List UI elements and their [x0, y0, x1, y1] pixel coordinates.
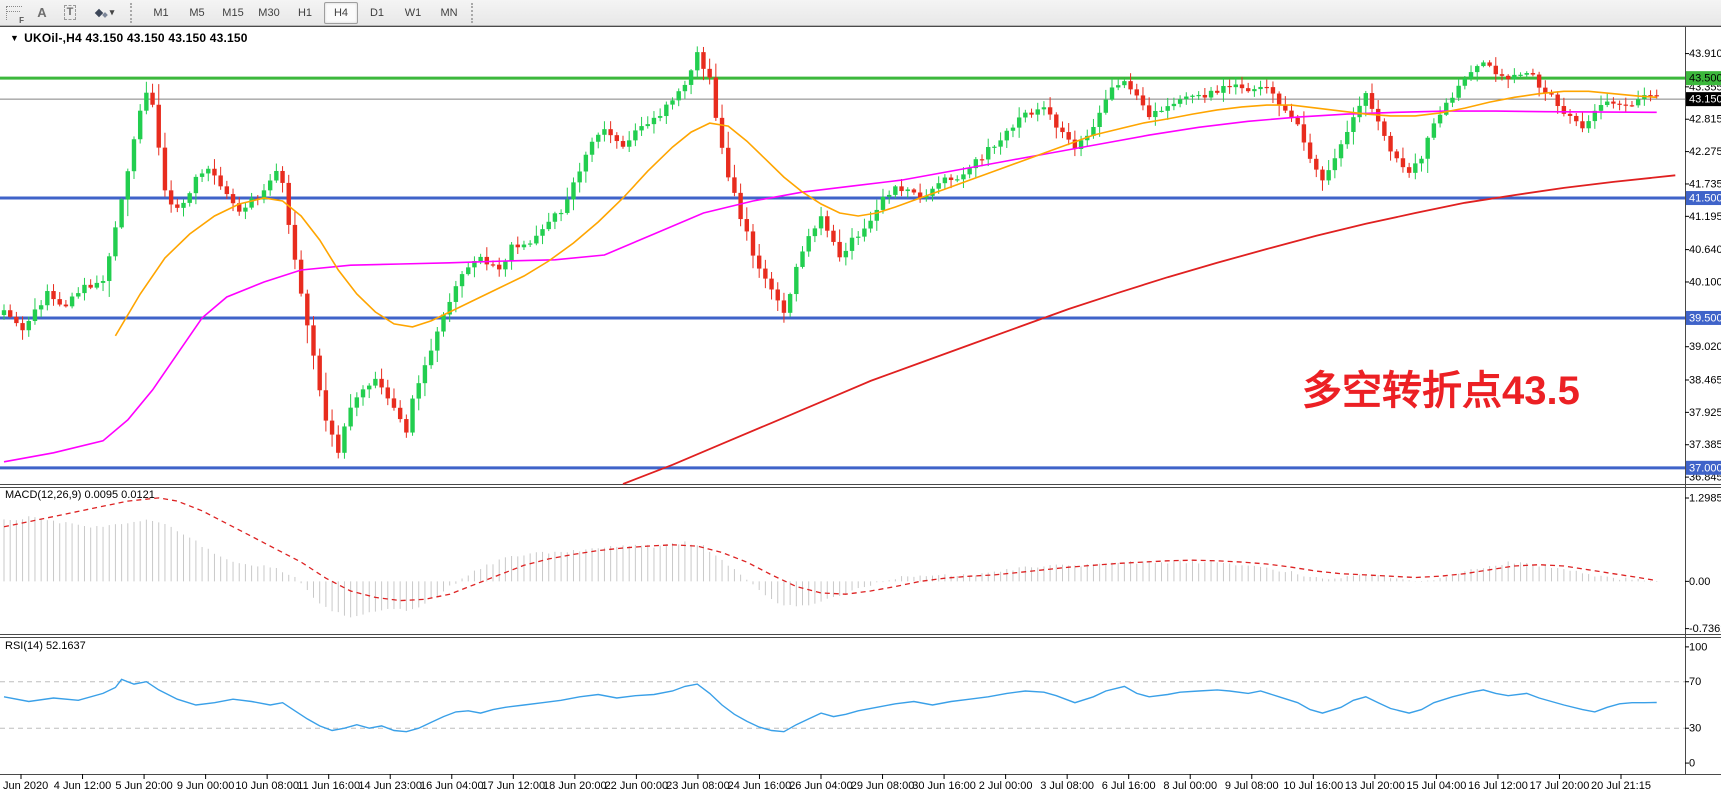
price-scale[interactable]: 43.91043.35542.81542.27541.73541.19540.6… [1685, 48, 1721, 770]
svg-text:0.00: 0.00 [1689, 576, 1710, 588]
text-tool-button[interactable]: A [29, 2, 55, 24]
svg-text:24 Jun 16:00: 24 Jun 16:00 [728, 780, 792, 792]
timeframe-button-w1[interactable]: W1 [404, 6, 422, 19]
svg-text:37.925: 37.925 [1689, 407, 1721, 419]
chart-text-annotation[interactable]: 多空转折点43.5 [1302, 369, 1580, 413]
svg-text:70: 70 [1689, 676, 1701, 688]
svg-text:26 Jun 04:00: 26 Jun 04:00 [789, 780, 853, 792]
ma-fast-orange-line [114, 90, 1657, 337]
svg-text:43.500: 43.500 [1689, 73, 1721, 85]
svg-text:4 Jun 12:00: 4 Jun 12:00 [54, 780, 112, 792]
svg-text:17 Jul 20:00: 17 Jul 20:00 [1529, 780, 1589, 792]
svg-text:41.195: 41.195 [1689, 211, 1721, 223]
ma-slow-red-line [622, 174, 1676, 485]
svg-text:8 Jul 00:00: 8 Jul 00:00 [1163, 780, 1217, 792]
svg-text:16 Jun 04:00: 16 Jun 04:00 [420, 780, 484, 792]
time-scale[interactable]: 3 Jun 2020 4 Jun 12:005 Jun 20:00 9 Jun 00… [0, 774, 1651, 792]
fibonacci-icon [6, 5, 24, 25]
svg-text:15 Jul 04:00: 15 Jul 04:00 [1406, 780, 1466, 792]
svg-text:3 Jun 2020: 3 Jun 2020 [0, 780, 48, 792]
svg-text:41.500: 41.500 [1689, 193, 1721, 205]
rsi-line [3, 678, 1657, 733]
svg-text:14 Jun 23:00: 14 Jun 23:00 [358, 780, 422, 792]
svg-text:42.275: 42.275 [1689, 146, 1721, 158]
panel-frames [0, 26, 1721, 775]
svg-text:41.735: 41.735 [1689, 178, 1721, 190]
timeframe-button-m5[interactable]: M5 [189, 6, 205, 19]
candlestick-layer [1, 46, 1659, 459]
price-level-badge [1686, 310, 1721, 325]
svg-text:-0.7362: -0.7362 [1689, 623, 1721, 635]
svg-text:9 Jun 00:00: 9 Jun 00:00 [177, 780, 235, 792]
svg-text:40.100: 40.100 [1689, 276, 1721, 288]
svg-text:37.000: 37.000 [1689, 462, 1721, 474]
svg-text:43.910: 43.910 [1689, 48, 1721, 60]
macd-indicator-label: MACD(12,26,9) 0.0095 0.0121 [5, 489, 155, 501]
timeframe-button-m1[interactable]: M1 [153, 6, 169, 19]
svg-text:39.500: 39.500 [1689, 312, 1721, 324]
svg-text:22 Jun 00:00: 22 Jun 00:00 [605, 780, 669, 792]
price-level-badge [1686, 71, 1721, 86]
chevron-down-icon: ▾ [109, 7, 115, 17]
fibonacci-tool-button[interactable] [1, 2, 27, 25]
svg-text:29 Jun 08:00: 29 Jun 08:00 [851, 780, 915, 792]
svg-text:16 Jul 12:00: 16 Jul 12:00 [1468, 780, 1528, 792]
svg-text:37.385: 37.385 [1689, 439, 1721, 451]
svg-text:30: 30 [1689, 723, 1701, 735]
svg-text:30 Jun 16:00: 30 Jun 16:00 [912, 780, 976, 792]
svg-text:9 Jul 08:00: 9 Jul 08:00 [1225, 780, 1279, 792]
svg-text:1.2985: 1.2985 [1689, 493, 1721, 505]
collapse-triangle-icon[interactable]: ▼ [10, 33, 20, 43]
svg-text:3 Jul 08:00: 3 Jul 08:00 [1040, 780, 1094, 792]
svg-text:40.640: 40.640 [1689, 244, 1721, 256]
svg-text:10 Jun 08:00: 10 Jun 08:00 [235, 780, 299, 792]
horizontal-level-lines [0, 76, 1685, 470]
toolbar: A T ▾ M1 M5 M15 M30 H1 H4 D1 W1 MN [0, 0, 1721, 26]
svg-text:6 Jul 16:00: 6 Jul 16:00 [1102, 780, 1156, 792]
arrows-icon [94, 8, 108, 18]
svg-text:20 Jul 21:15: 20 Jul 21:15 [1591, 780, 1651, 792]
svg-text:38.465: 38.465 [1689, 374, 1721, 386]
timeframe-button-mn[interactable]: MN [440, 6, 458, 19]
svg-text:100: 100 [1689, 641, 1707, 653]
svg-text:13 Jul 20:00: 13 Jul 20:00 [1345, 780, 1405, 792]
svg-text:18 Jun 20:00: 18 Jun 20:00 [543, 780, 607, 792]
price-level-badge [1686, 191, 1721, 206]
svg-text:10 Jul 16:00: 10 Jul 16:00 [1283, 780, 1343, 792]
timeframe-button-m15[interactable]: M15 [222, 6, 244, 19]
svg-text:23 Jun 08:00: 23 Jun 08:00 [666, 780, 730, 792]
toolbar-drag-handle[interactable] [130, 2, 139, 23]
timeframe-button-d1[interactable]: D1 [369, 6, 385, 19]
toolbar-drag-handle[interactable] [471, 2, 480, 23]
svg-text:42.815: 42.815 [1689, 114, 1721, 126]
timeframe-button-h1[interactable]: H1 [297, 6, 313, 19]
macd-histogram [3, 516, 1658, 618]
rsi-indicator-label: RSI(14) 52.1637 [5, 640, 86, 652]
svg-text:17 Jun 12:00: 17 Jun 12:00 [481, 780, 545, 792]
text-label-tool-button[interactable]: T [57, 2, 83, 24]
price-level-badge [1686, 92, 1721, 107]
ma-mid-magenta-line [3, 110, 1657, 463]
arrows-tool-button[interactable]: ▾ [85, 2, 125, 24]
text-icon: A [37, 5, 47, 20]
svg-text:11 Jun 16:00: 11 Jun 16:00 [297, 780, 360, 792]
timeframe-button-m30[interactable]: M30 [258, 6, 280, 19]
svg-text:43.150: 43.150 [1689, 94, 1721, 106]
svg-text:39.020: 39.020 [1689, 341, 1721, 353]
symbol-title: ▼ UKOil-,H4 43.150 43.150 43.150 43.150 [10, 31, 248, 45]
macd-signal-line [3, 497, 1657, 602]
svg-text:5 Jun 20:00: 5 Jun 20:00 [115, 780, 173, 792]
svg-text:0: 0 [1689, 758, 1695, 770]
timeframe-button-h4[interactable]: H4 [324, 1, 358, 24]
svg-text:2 Jul 00:00: 2 Jul 00:00 [979, 780, 1033, 792]
text-label-icon: T [63, 5, 77, 20]
price-level-badge [1686, 460, 1721, 475]
rsi-level-lines [0, 681, 1685, 729]
